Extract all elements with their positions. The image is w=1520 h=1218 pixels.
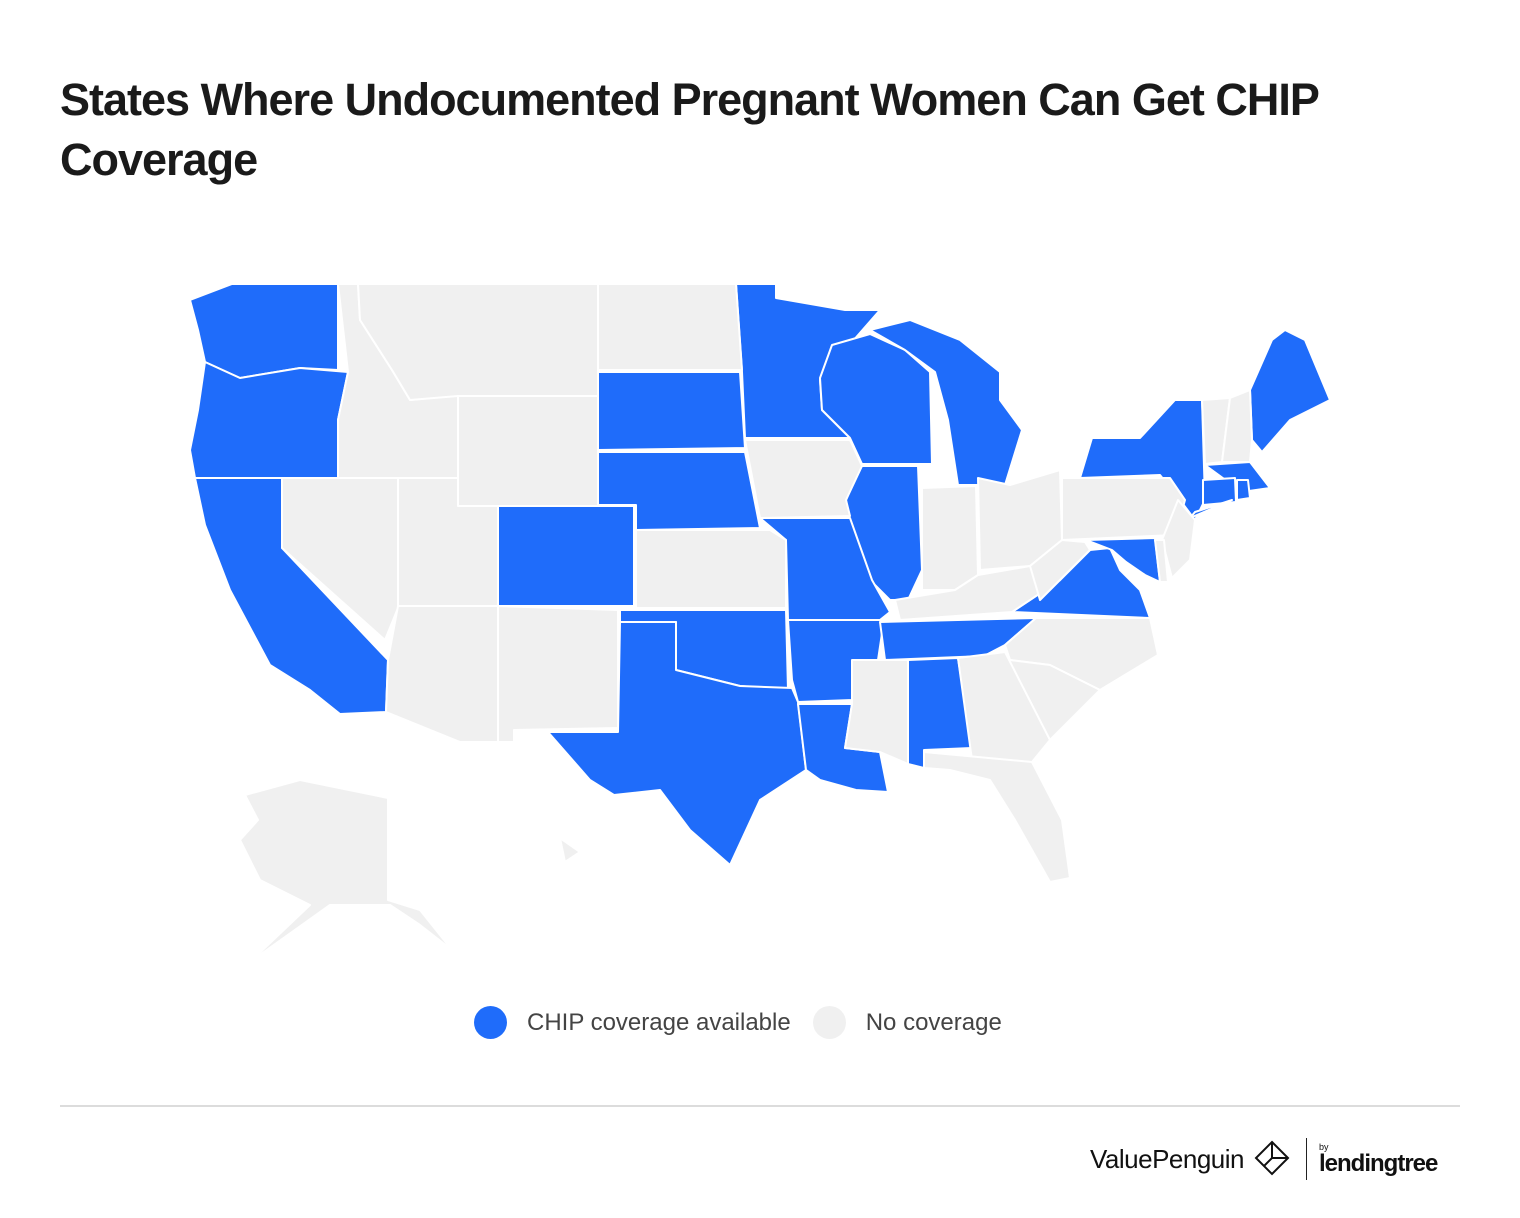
state-WA [189, 283, 339, 379]
valuepenguin-wordmark: ValuePenguin [1090, 1143, 1245, 1174]
legend-dot-grey-icon [812, 1006, 846, 1039]
state-NJ [1161, 499, 1196, 579]
legend-dot-blue-icon [474, 1006, 507, 1039]
state-DE [1154, 539, 1169, 583]
state-NV [281, 477, 399, 641]
legend: CHIP coverage available No coverage [474, 1006, 1024, 1039]
brand-separator [1306, 1138, 1307, 1180]
state-FL [923, 751, 1071, 883]
state-AK [239, 779, 453, 963]
legend-item-covered: CHIP coverage available [474, 1006, 791, 1039]
state-ME [1249, 329, 1331, 453]
state-MS [844, 659, 909, 765]
chart-title: States Where Undocumented Pregnant Women… [60, 74, 1319, 185]
state-WY [457, 395, 599, 507]
state-LI [1189, 499, 1233, 519]
state-KS [635, 529, 787, 609]
state-WI [819, 333, 933, 465]
state-MD [1085, 537, 1161, 583]
state-NH [1221, 389, 1253, 463]
state-TN [879, 617, 1037, 661]
state-ND [597, 283, 743, 371]
state-TX [547, 621, 807, 866]
lendingtree-wordmark: by lendingtree [1319, 1141, 1438, 1177]
valuepenguin-logo-icon [1254, 1140, 1290, 1176]
legend-item-not-covered: No coverage [812, 1006, 1002, 1039]
state-AZ [385, 605, 499, 743]
state-RI [1236, 479, 1251, 501]
state-CT [1202, 477, 1237, 506]
state-SD [597, 371, 746, 451]
us-map [189, 283, 1331, 963]
legend-label: No coverage [865, 1008, 1002, 1036]
state-HI [559, 837, 581, 863]
state-MI [869, 319, 1023, 486]
state-NM [497, 605, 619, 743]
brand-logo: ValuePenguin by lendingtree [1090, 1138, 1438, 1180]
state-GA [957, 651, 1051, 763]
state-OR [189, 361, 349, 479]
legend-label: CHIP coverage available [527, 1008, 791, 1036]
states-not-covered [239, 283, 1253, 963]
state-IA [744, 439, 863, 519]
state-CO [497, 505, 635, 607]
state-IN [921, 485, 979, 591]
divider [60, 1105, 1460, 1107]
